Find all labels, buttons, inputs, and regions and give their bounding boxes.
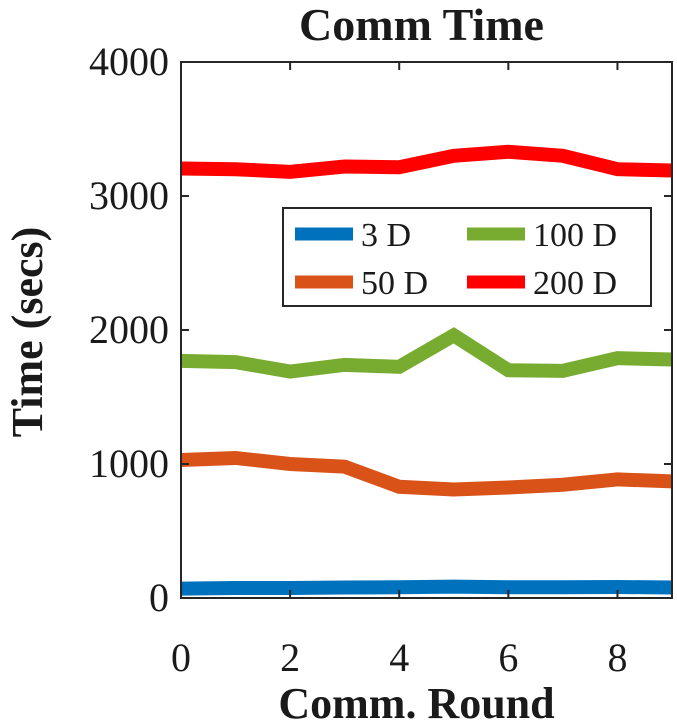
y-tick-label: 2000 xyxy=(89,307,169,352)
legend-label: 50 D xyxy=(361,265,428,302)
y-tick-label: 4000 xyxy=(89,39,169,84)
y-axis-label: Time (secs) xyxy=(3,227,52,438)
series-line-3d xyxy=(180,579,673,596)
series-line-200d xyxy=(180,144,673,179)
series-layer xyxy=(180,144,673,596)
x-tick-label: 2 xyxy=(280,635,300,680)
legend-label: 100 D xyxy=(533,217,617,254)
x-tick-label: 4 xyxy=(389,635,409,680)
tick-layer: 0 1000 2000 3000 4000 0 2 4 6 8 xyxy=(89,39,672,680)
plot-frame xyxy=(180,61,673,599)
chart-title: Comm Time xyxy=(299,0,544,50)
x-tick-label: 0 xyxy=(171,635,191,680)
series-line-100d xyxy=(180,327,673,379)
legend: 3 D 100 D 50 D 200 D xyxy=(282,207,652,307)
x-tick-label: 6 xyxy=(498,635,518,680)
y-tick-label: 0 xyxy=(149,575,169,620)
x-axis-label: Comm. Round xyxy=(278,679,554,724)
series-line-50d xyxy=(180,450,673,497)
legend-box xyxy=(282,207,652,307)
y-tick-label: 1000 xyxy=(89,441,169,486)
y-tick-label: 3000 xyxy=(89,173,169,218)
legend-label: 3 D xyxy=(361,217,411,254)
legend-label: 200 D xyxy=(533,265,617,302)
x-tick-label: 8 xyxy=(607,635,627,680)
